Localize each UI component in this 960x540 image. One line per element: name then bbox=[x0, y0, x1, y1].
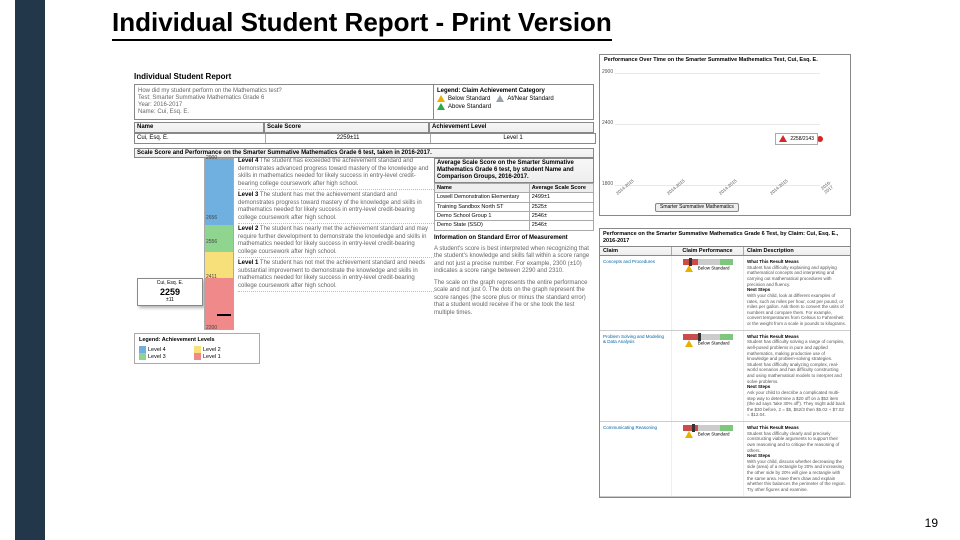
interp-text: A student's score is best interpreted wh… bbox=[434, 246, 594, 276]
comparison-panel: Average Scale Score on the Smarter Summa… bbox=[434, 158, 594, 328]
claims-col2: Claim Performance bbox=[672, 247, 744, 255]
legend-level-item: Level 3 bbox=[139, 353, 194, 360]
pot-series-button[interactable]: Smarter Summative Mathematics bbox=[655, 203, 739, 213]
hdr-year: Year: 2016-2017 bbox=[138, 102, 430, 109]
claims-body: Concepts and Procedures Below StandardWh… bbox=[600, 256, 850, 496]
legend-item: Above Standard bbox=[437, 103, 491, 111]
legend-level-item: Level 2 bbox=[194, 346, 249, 353]
hdr-name: Name: Cui, Esq. E. bbox=[138, 109, 430, 116]
page-title: Individual Student Report - Print Versio… bbox=[112, 7, 612, 38]
accent-bar bbox=[15, 0, 45, 540]
interp-title: Information on Standard Error of Measure… bbox=[434, 235, 594, 242]
claims-header: Claim Claim Performance Claim Descriptio… bbox=[600, 246, 850, 256]
legend-level-item: Level 1 bbox=[194, 353, 249, 360]
claim-row: Communicating Reasoning Below StandardWh… bbox=[600, 422, 850, 497]
page-title-text: Individual Student Report - Print Versio… bbox=[112, 7, 612, 41]
val-name: Cui, Esq. E. bbox=[135, 134, 266, 143]
claim-row: Concepts and Procedures Below StandardWh… bbox=[600, 256, 850, 331]
legend-item: At/Near Standard bbox=[496, 95, 553, 103]
val-score: 2259±11 bbox=[266, 134, 431, 143]
score-callout-err: ±11 bbox=[140, 298, 200, 304]
claims-col3: Claim Description bbox=[744, 247, 850, 255]
score-callout: Cui, Esq. E. 2259 ±11 bbox=[137, 278, 203, 306]
page-number: 19 bbox=[925, 516, 938, 530]
perf-over-time-chart: Performance Over Time on the Smarter Sum… bbox=[599, 54, 851, 216]
scale-chart: Cui, Esq. E. 2259 ±11 290026562556241122… bbox=[134, 158, 434, 328]
legend-level-item: Level 4 bbox=[139, 346, 194, 353]
claims-title: Performance on the Smarter Summative Mat… bbox=[600, 229, 850, 246]
pot-grid: 2900240018002014-20152014-20152014-20152… bbox=[615, 73, 820, 185]
col-score: Scale Score bbox=[264, 122, 429, 133]
legend-title: Legend: Claim Achievement Category bbox=[437, 88, 590, 95]
comparison-table: NameAverage Scale ScoreLowell Demonstrat… bbox=[434, 183, 594, 231]
claims-table: Performance on the Smarter Summative Mat… bbox=[599, 228, 851, 497]
legend-levels-title: Legend: Achievement Levels bbox=[139, 337, 255, 343]
claims-col1: Claim bbox=[600, 247, 672, 255]
legend-levels: Legend: Achievement Levels Level 4Level … bbox=[134, 333, 260, 364]
comparison-title: Average Scale Score on the Smarter Summa… bbox=[434, 158, 594, 183]
legend-items: Below Standard At/Near Standard Above Stan… bbox=[437, 95, 590, 111]
pot-title: Performance Over Time on the Smarter Sum… bbox=[604, 57, 818, 63]
score-callout-value: 2259 bbox=[140, 287, 200, 297]
hdr-q: How did my student perform on the Mathem… bbox=[138, 88, 430, 95]
col-level: Achievement Level bbox=[429, 122, 594, 133]
header-left: How did my student perform on the Mathem… bbox=[134, 84, 434, 120]
col-name: Name bbox=[134, 122, 264, 133]
interp-note: The scale on the graph represents the en… bbox=[434, 280, 594, 318]
val-level: Level 1 bbox=[431, 134, 595, 143]
claim-row: Problem Solving and Modeling & Data Anal… bbox=[600, 331, 850, 422]
hdr-test: Test: Smarter Summative Mathematics Grad… bbox=[138, 95, 430, 102]
header-legend: Legend: Claim Achievement Category Below… bbox=[434, 84, 594, 120]
scale-column: 29002656255624112200 bbox=[204, 158, 234, 330]
level-descriptions: Level 4 The student has exceeded the ach… bbox=[234, 158, 434, 328]
slide: Individual Student Report - Print Versio… bbox=[0, 0, 960, 540]
scalechart-title: Scale Score and Performance on the Smart… bbox=[134, 148, 594, 159]
legend-levels-items: Level 4Level 2Level 3Level 1 bbox=[139, 346, 255, 361]
legend-item: Below Standard bbox=[437, 95, 490, 103]
report-preview: Individual Student Report How did my stu… bbox=[134, 72, 849, 472]
